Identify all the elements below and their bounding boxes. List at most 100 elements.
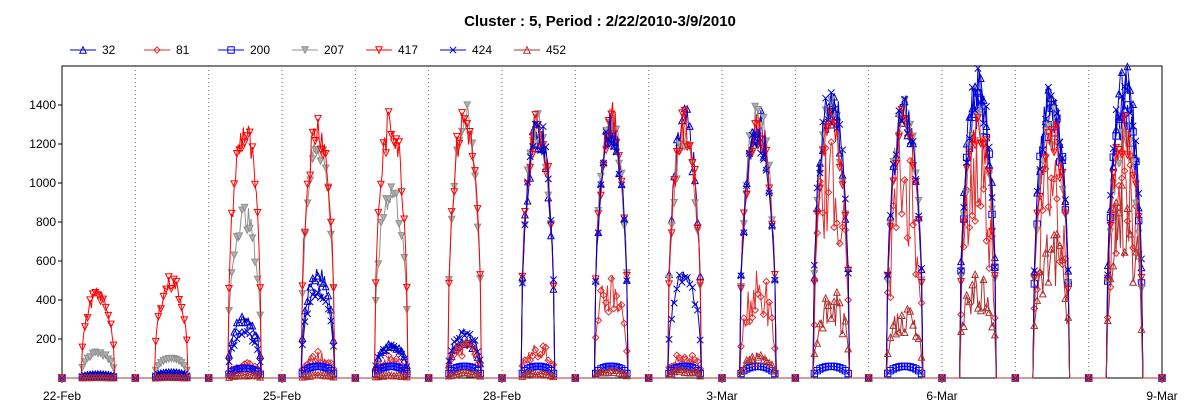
data-point [827,138,836,147]
data-point [745,149,754,158]
data-point [455,342,464,351]
data-point [303,180,312,189]
data-point [1109,261,1118,270]
x-tick-label: 3-Mar [706,389,737,403]
data-point [1050,230,1059,239]
data-point [1058,260,1067,269]
data-point [1033,285,1042,294]
data-point [374,209,383,218]
data-point [673,285,681,293]
data-point [696,369,704,378]
data-point [397,188,406,197]
data-point [909,220,917,229]
data-point [151,337,160,346]
data-point [1129,244,1137,252]
data-point [106,357,115,366]
data-point [316,157,325,166]
series-line-32 [62,66,1162,379]
data-point [737,366,746,375]
data-point [685,142,694,151]
data-point [1050,148,1059,157]
data-point [668,315,676,323]
data-point [968,211,977,220]
data-point [384,108,393,117]
data-point [605,135,613,143]
data-point [824,301,833,310]
data-point [1114,145,1123,155]
data-point [473,205,482,214]
data-point [968,83,976,91]
data-point [818,323,827,332]
data-point [321,282,330,291]
data-point [971,217,980,225]
data-point [169,275,178,284]
data-point [1121,82,1129,91]
data-point [225,358,233,366]
data-point [531,111,540,120]
data-point [534,121,542,129]
data-point [240,203,249,212]
data-point [748,352,757,361]
data-point [759,113,768,122]
data-point [182,336,191,345]
data-point [1047,141,1056,150]
data-point [592,277,600,285]
data-point [83,314,92,323]
data-point [313,115,322,124]
data-point [917,369,926,378]
data-point [1033,226,1042,235]
data-point [521,356,529,365]
data-point [235,318,244,327]
data-point [765,298,774,307]
data-point [101,351,110,360]
data-point [607,274,616,283]
data-point [894,133,903,142]
data-point [693,357,702,366]
data-point [771,276,779,284]
y-tick-label: 1400 [29,98,56,112]
data-point [93,291,102,300]
data-point [463,341,472,350]
data-point [1041,248,1050,257]
data-point [518,371,527,380]
legend-marker [449,46,457,54]
data-point [306,171,315,180]
data-point [182,373,191,382]
data-point [400,355,408,363]
data-point [965,223,974,232]
data-point [693,224,702,233]
data-point [610,143,618,151]
data-point [1033,295,1042,304]
data-point [167,284,176,293]
data-point [379,371,388,380]
legend-label: 81 [176,43,190,57]
data-point [1030,267,1038,275]
data-point [765,184,774,193]
data-point [754,132,762,140]
x-tick-label: 6-Mar [926,389,957,403]
data-point [131,373,140,382]
data-point [303,199,312,208]
data-point [476,371,485,380]
x-tick-label: 22-Feb [43,389,81,403]
data-point [549,372,558,381]
data-point [230,251,239,260]
data-point [835,298,844,307]
data-point [1053,109,1061,117]
data-point [756,292,765,301]
data-point [539,141,548,150]
data-point [737,272,745,280]
data-point [254,346,262,354]
data-point [756,350,765,359]
data-point [316,145,325,154]
data-point [1123,151,1132,160]
data-point [1123,101,1132,109]
data-point [379,214,388,223]
data-point [471,350,479,358]
data-point [960,203,968,212]
data-point [465,127,474,137]
data-point [1120,167,1129,175]
data-point [379,139,388,148]
data-point [243,132,252,141]
data-point [973,114,982,123]
